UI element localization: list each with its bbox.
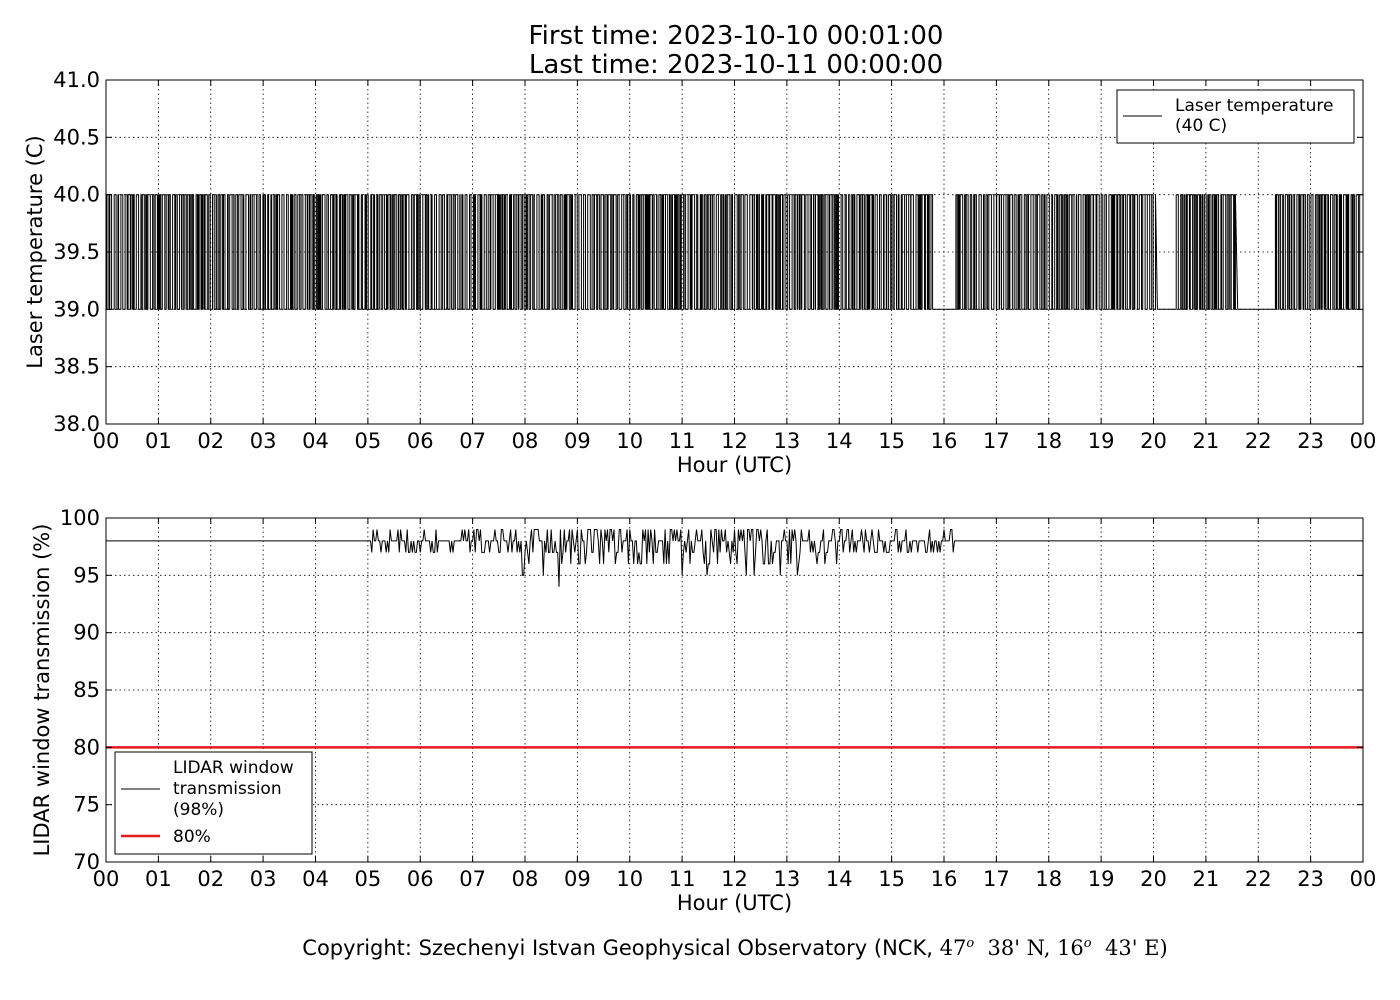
x-tick-label: 15 bbox=[878, 429, 905, 453]
y-tick-label: 41.0 bbox=[53, 68, 100, 92]
x-tick-label: 12 bbox=[721, 429, 748, 453]
x-tick-label: 07 bbox=[459, 429, 486, 453]
x-tick-label: 19 bbox=[1088, 429, 1115, 453]
legend-entry-label: LIDAR window bbox=[173, 758, 294, 778]
laser-temperature-chart: 00 01 02 03 04 05 06 07 08 09 10 11 12 13 14 15 16 17 18 19… bbox=[23, 68, 1376, 477]
copyright-footer: Copyright: Szechenyi Istvan Geophysical … bbox=[0, 936, 1400, 960]
y-tick-label: 85 bbox=[73, 678, 100, 702]
y-tick-label: 75 bbox=[73, 793, 100, 817]
grid bbox=[106, 518, 1363, 862]
header-line-1: First time: 2023-10-10 00:01:00 bbox=[529, 21, 944, 51]
y-tick-label: 38.5 bbox=[53, 355, 100, 379]
x-tick-label: 04 bbox=[302, 429, 329, 453]
x-tick-label: 00 bbox=[93, 867, 120, 891]
x-tick-label: 08 bbox=[512, 429, 539, 453]
y-tick-label: 40.5 bbox=[53, 125, 100, 149]
y-tick-label: 70 bbox=[73, 850, 100, 874]
legend-entry-label: 80% bbox=[173, 827, 211, 847]
x-axis-label: Hour (UTC) bbox=[677, 453, 792, 477]
legend-entry-label: (40 C) bbox=[1175, 116, 1227, 136]
x-tick-label: 14 bbox=[826, 429, 853, 453]
x-tick-label: 11 bbox=[669, 867, 696, 891]
y-tick-label: 39.0 bbox=[53, 297, 100, 321]
x-tick-label: 22 bbox=[1245, 429, 1272, 453]
x-tick-label: 22 bbox=[1245, 867, 1272, 891]
series-laser-temperature bbox=[105, 194, 1363, 310]
x-tick-label: 08 bbox=[512, 867, 539, 891]
x-tick-label: 01 bbox=[145, 867, 172, 891]
x-tick-label: 05 bbox=[355, 429, 382, 453]
y-tick-label: 80 bbox=[73, 735, 100, 759]
x-tick-label: 12 bbox=[721, 867, 748, 891]
legend-entry-label: (98%) bbox=[173, 800, 224, 820]
y-tick-label: 95 bbox=[73, 563, 100, 587]
x-tick-label: 05 bbox=[355, 867, 382, 891]
x-tick-label: 06 bbox=[407, 867, 434, 891]
x-tick-label: 15 bbox=[878, 867, 905, 891]
x-tick-label: 02 bbox=[197, 867, 224, 891]
longitude-degrees: 16o bbox=[1057, 936, 1092, 960]
y-axis-label: Laser temperature (C) bbox=[23, 135, 47, 368]
y-tick-label: 90 bbox=[73, 621, 100, 645]
latitude-degrees: 47o bbox=[939, 936, 975, 960]
x-tick-label: 10 bbox=[616, 429, 643, 453]
x-tick-label: 09 bbox=[564, 429, 591, 453]
x-tick-label: 14 bbox=[826, 867, 853, 891]
x-tick-label: 21 bbox=[1193, 867, 1220, 891]
x-tick-label: 07 bbox=[459, 867, 486, 891]
y-tick-label: 39.5 bbox=[53, 240, 100, 264]
latitude-minutes: 38' N, bbox=[987, 936, 1058, 960]
x-axis-label: Hour (UTC) bbox=[677, 891, 792, 915]
x-tick-label: 13 bbox=[774, 867, 801, 891]
x-tick-label: 23 bbox=[1297, 429, 1324, 453]
x-tick-label: 01 bbox=[145, 429, 172, 453]
x-tick-label: 20 bbox=[1140, 867, 1167, 891]
x-tick-label: 03 bbox=[250, 429, 277, 453]
x-tick-label: 00 bbox=[1350, 867, 1377, 891]
x-tick-label: 23 bbox=[1297, 867, 1324, 891]
x-tick-label: 04 bbox=[302, 867, 329, 891]
y-tick-label: 100 bbox=[60, 506, 100, 530]
x-tick-label: 11 bbox=[669, 429, 696, 453]
x-tick-label: 10 bbox=[616, 867, 643, 891]
x-tick-label: 17 bbox=[983, 867, 1010, 891]
x-tick-label: 18 bbox=[1035, 429, 1062, 453]
x-tick-label: 21 bbox=[1193, 429, 1220, 453]
y-tick-label: 38.0 bbox=[53, 412, 100, 436]
legend-entry-label: Laser temperature bbox=[1175, 96, 1333, 116]
x-tick-label: 16 bbox=[931, 429, 958, 453]
x-tick-label: 17 bbox=[983, 429, 1010, 453]
legend: Laser temperature(40 C) bbox=[1116, 89, 1355, 144]
x-tick-label: 13 bbox=[774, 429, 801, 453]
x-tick-label: 20 bbox=[1140, 429, 1167, 453]
copyright-prefix: Copyright: Szechenyi Istvan Geophysical … bbox=[302, 936, 940, 960]
x-tick-label: 03 bbox=[250, 867, 277, 891]
x-tick-label: 00 bbox=[1350, 429, 1377, 453]
x-tick-label: 19 bbox=[1088, 867, 1115, 891]
legend-entry-label: transmission bbox=[173, 779, 282, 799]
y-tick-label: 40.0 bbox=[53, 183, 100, 207]
x-tick-label: 02 bbox=[197, 429, 224, 453]
x-tick-label: 00 bbox=[93, 429, 120, 453]
transmission-chart: 00 01 02 03 04 05 06 07 08 09 10 11 12 13 14 15 16 17 18 19… bbox=[30, 506, 1376, 915]
y-axis-label: LIDAR window transmission (%) bbox=[30, 524, 54, 857]
x-tick-label: 06 bbox=[407, 429, 434, 453]
x-tick-label: 18 bbox=[1035, 867, 1062, 891]
x-tick-label: 16 bbox=[931, 867, 958, 891]
header-line-2: Last time: 2023-10-11 00:00:00 bbox=[529, 50, 943, 80]
series-lidar-transmission bbox=[106, 529, 1363, 587]
x-tick-label: 09 bbox=[564, 867, 591, 891]
longitude-minutes: 43' E) bbox=[1104, 936, 1168, 960]
